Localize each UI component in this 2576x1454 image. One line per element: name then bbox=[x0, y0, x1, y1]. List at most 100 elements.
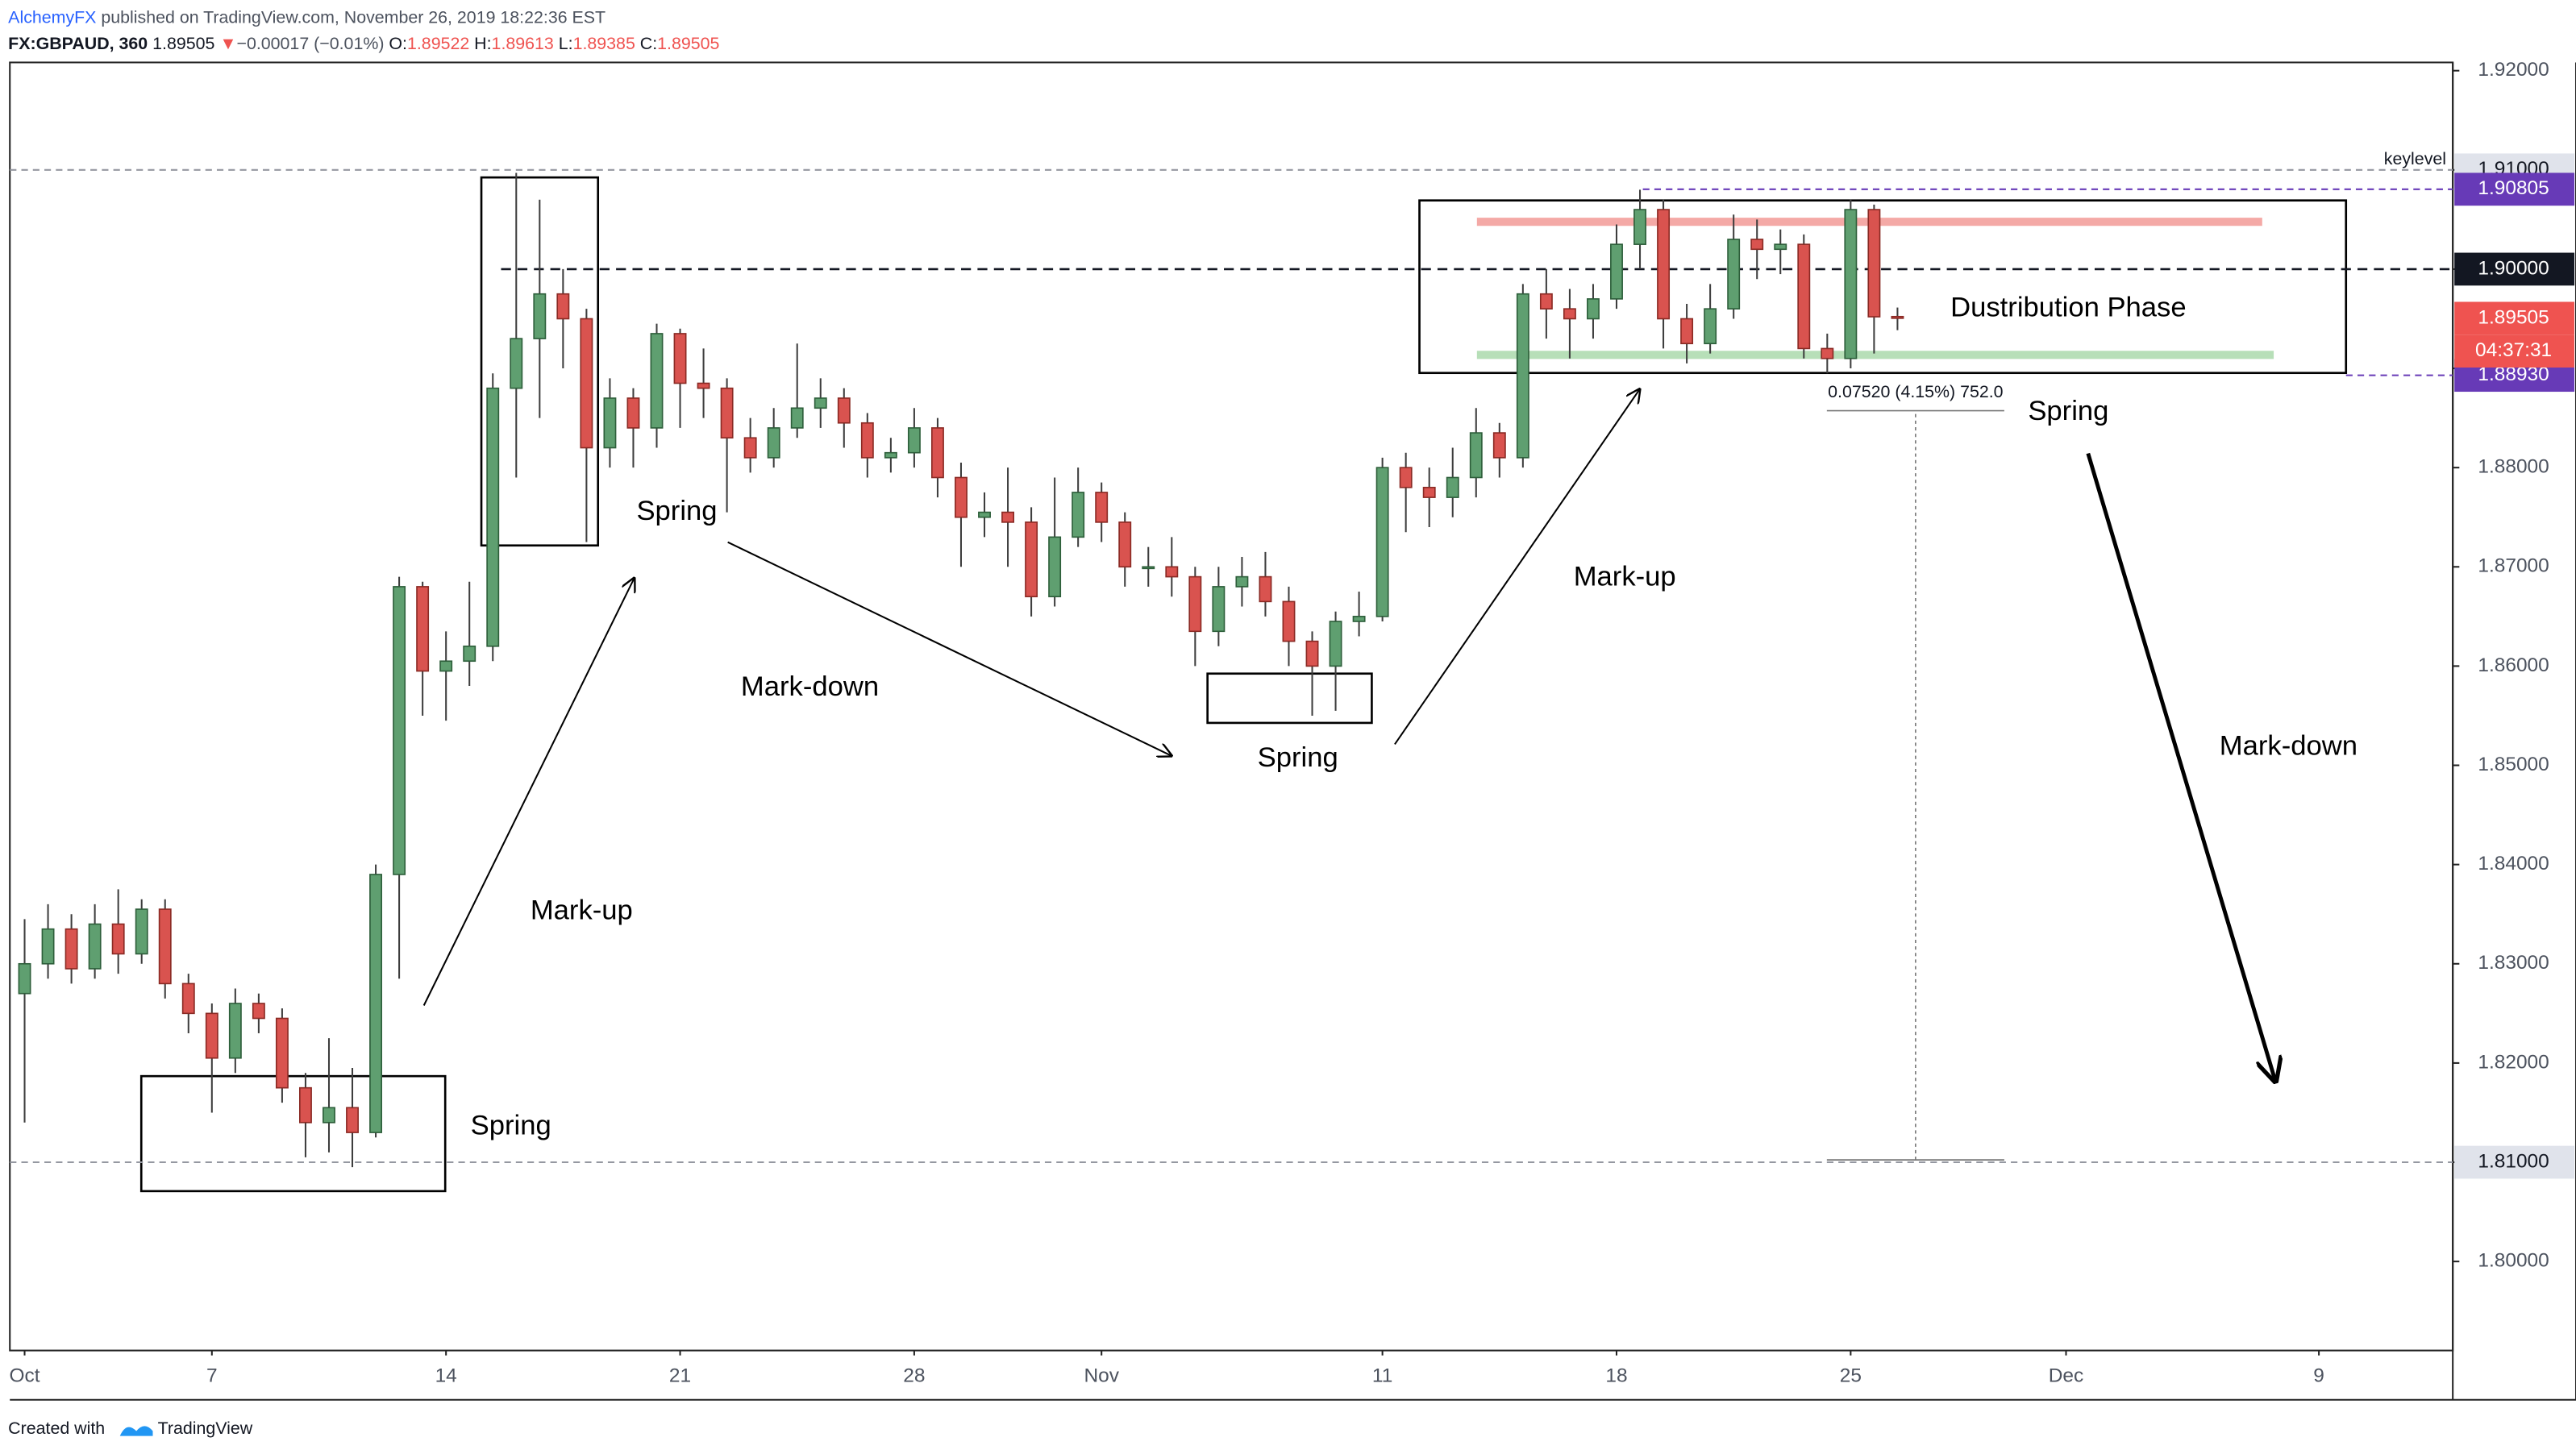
annotation: Spring bbox=[1258, 742, 1338, 773]
candle-body bbox=[463, 645, 476, 663]
candle-body bbox=[1142, 566, 1155, 570]
candle-body bbox=[275, 1017, 289, 1089]
arrow bbox=[2086, 452, 2275, 1082]
candle-body bbox=[181, 982, 195, 1015]
price-badge-label: 1.81000 bbox=[2478, 1150, 2549, 1172]
candle-body bbox=[205, 1012, 218, 1059]
candle-body bbox=[1867, 209, 1881, 318]
candle-body bbox=[416, 586, 430, 672]
candle-body bbox=[533, 293, 547, 339]
phase-box bbox=[480, 176, 600, 547]
ohlc-value: 1.89505 bbox=[657, 34, 719, 53]
x-tick-label: 7 bbox=[206, 1365, 218, 1387]
footer-created: Created with bbox=[8, 1419, 105, 1438]
candle-body bbox=[439, 660, 453, 672]
candle-body bbox=[697, 382, 710, 389]
candle-body bbox=[346, 1107, 359, 1133]
price: 1.89505 bbox=[152, 34, 214, 53]
countdown-badge bbox=[2454, 334, 2574, 368]
candle-body bbox=[1563, 308, 1576, 320]
measure-label: 0.07520 (4.15%) 752.0 bbox=[1828, 382, 2004, 401]
candle-body bbox=[1680, 318, 1694, 345]
x-tick-label: Nov bbox=[1084, 1365, 1119, 1387]
candle-body bbox=[158, 908, 172, 985]
candle-body bbox=[369, 874, 383, 1133]
x-tick-label: 28 bbox=[903, 1365, 925, 1387]
footer-brand[interactable]: TradingView bbox=[158, 1419, 253, 1438]
y-tick-label: 1.82000 bbox=[2478, 1051, 2549, 1073]
candle-body bbox=[1610, 243, 1623, 300]
annotation: Mark-up bbox=[531, 895, 633, 925]
x-tick-label: Dec bbox=[2049, 1365, 2083, 1387]
candle-body bbox=[1352, 616, 1366, 622]
candle-body bbox=[626, 397, 640, 429]
candle-body bbox=[1259, 575, 1272, 603]
candle-body bbox=[88, 923, 102, 970]
candle-body bbox=[907, 427, 921, 454]
annotation: Spring bbox=[636, 496, 717, 526]
candle-body bbox=[1633, 209, 1646, 245]
candle-body bbox=[1375, 467, 1389, 617]
candle-body bbox=[135, 908, 148, 955]
x-tick-label: 21 bbox=[669, 1365, 691, 1387]
candle-body bbox=[18, 962, 31, 995]
phase-box bbox=[1206, 672, 1373, 725]
annotation: Spring bbox=[471, 1111, 551, 1141]
candle-body bbox=[228, 1003, 242, 1059]
symbol-line: FX:GBPAUD, 360 1.89505 ▼−0.00017 (−0.01%… bbox=[8, 34, 719, 53]
candle-body bbox=[1399, 467, 1413, 488]
candle-body bbox=[860, 422, 874, 459]
candle-body bbox=[1095, 492, 1109, 523]
y-tick-label: 1.85000 bbox=[2478, 754, 2549, 775]
ohlc-key: L: bbox=[559, 34, 573, 53]
candle-body bbox=[111, 923, 125, 955]
author[interactable]: AlchemyFX bbox=[8, 7, 96, 27]
candle-body bbox=[1774, 243, 1787, 251]
y-tick-label: 1.80000 bbox=[2478, 1250, 2549, 1272]
candle-body bbox=[978, 511, 991, 518]
brand-logo bbox=[119, 1426, 153, 1436]
candle-body bbox=[556, 293, 570, 320]
candle-body bbox=[790, 407, 804, 429]
candle-body bbox=[814, 397, 827, 409]
candle-body bbox=[1305, 640, 1319, 667]
candle-body bbox=[1188, 575, 1202, 633]
candle-body bbox=[580, 318, 593, 449]
ohlc-key: O: bbox=[389, 34, 407, 53]
candle-body bbox=[1422, 486, 1436, 498]
last-price-badge bbox=[2454, 301, 2574, 335]
symbol: FX:GBPAUD, 360 bbox=[8, 34, 148, 53]
candle-body bbox=[837, 397, 851, 424]
price-badge bbox=[2454, 252, 2574, 286]
change: −0.00017 (−0.01%) bbox=[236, 34, 384, 53]
candle-body bbox=[1587, 298, 1600, 320]
candle-body bbox=[1657, 209, 1671, 320]
x-tick-label: 18 bbox=[1605, 1365, 1627, 1387]
phase-box bbox=[139, 1074, 447, 1193]
ohlc-key: H: bbox=[474, 34, 491, 53]
candle-body bbox=[1821, 347, 1834, 359]
candle-body bbox=[1048, 536, 1062, 598]
candle-body bbox=[1165, 566, 1179, 578]
candle-body bbox=[930, 427, 944, 479]
x-tick-label: 14 bbox=[435, 1365, 457, 1387]
candle-body bbox=[1282, 600, 1296, 642]
candle-body bbox=[720, 387, 734, 439]
candle-body bbox=[1446, 476, 1459, 498]
level-name: keylevel bbox=[2384, 149, 2446, 168]
y-tick-label: 1.83000 bbox=[2478, 952, 2549, 974]
candle-body bbox=[955, 476, 968, 518]
candle-body bbox=[1750, 239, 1764, 251]
arrow bbox=[422, 579, 635, 1006]
candle-body bbox=[252, 1003, 265, 1020]
x-tick-label: 11 bbox=[1372, 1365, 1392, 1387]
candle-body bbox=[65, 928, 78, 970]
candle-body bbox=[1797, 243, 1811, 350]
candle-body bbox=[767, 427, 780, 459]
candle-body bbox=[1329, 621, 1342, 667]
last-price-badge-label: 1.89505 bbox=[2478, 306, 2549, 328]
annotation: Mark-down bbox=[2220, 731, 2358, 762]
